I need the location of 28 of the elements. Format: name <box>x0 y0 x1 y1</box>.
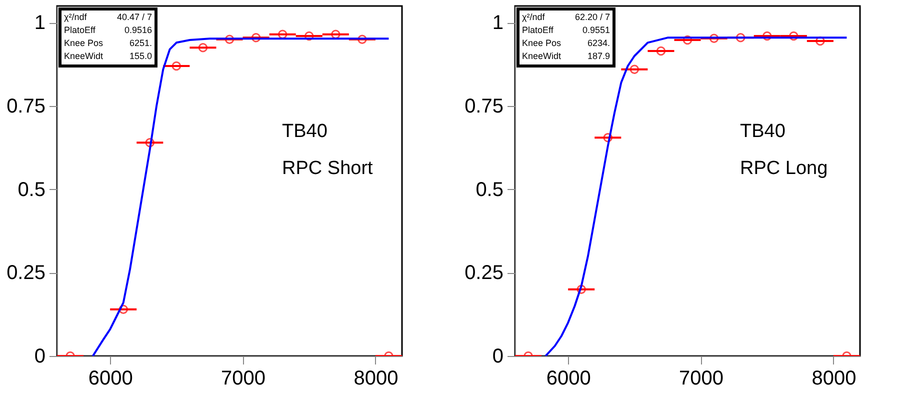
annotation: TB40 <box>282 121 328 142</box>
x-tick-label: 6000 <box>546 368 591 390</box>
text: KneeWidt 155.0 <box>64 51 152 61</box>
text: χ²/ndf 62.20 / 7 <box>522 12 610 22</box>
y-tick-label: 0.75 <box>464 96 504 118</box>
text: KneeWidt 187.9 <box>522 51 610 61</box>
text: χ²/ndf 40.47 / 7 <box>64 12 152 22</box>
y-tick-label: 0.5 <box>18 178 46 201</box>
y-tick-label: 0 <box>492 346 504 368</box>
x-tick-label: 7000 <box>221 368 266 390</box>
text: Knee Pos 6234. <box>522 38 610 48</box>
y-tick-label: 0.25 <box>6 262 46 284</box>
text: PlatoEff 0.9551 <box>522 25 610 35</box>
y-tick-label: 0.25 <box>464 262 504 284</box>
text: Knee Pos 6251. <box>64 38 152 48</box>
y-tick-label: 1 <box>34 12 46 34</box>
x-tick-label: 6000 <box>88 368 133 390</box>
y-tick-label: 0.5 <box>476 178 504 201</box>
annotation: RPC Short <box>282 158 374 179</box>
text: PlatoEff 0.9516 <box>64 25 152 35</box>
x-tick-label: 7000 <box>679 368 724 390</box>
x-tick-label: 8000 <box>812 368 856 390</box>
y-tick-label: 1 <box>492 12 504 34</box>
x-tick-label: 8000 <box>354 368 398 390</box>
y-tick-label: 0.75 <box>6 96 46 118</box>
y-tick-label: 0 <box>34 346 46 368</box>
annotation: RPC Long <box>740 158 828 179</box>
annotation: TB40 <box>740 121 786 142</box>
